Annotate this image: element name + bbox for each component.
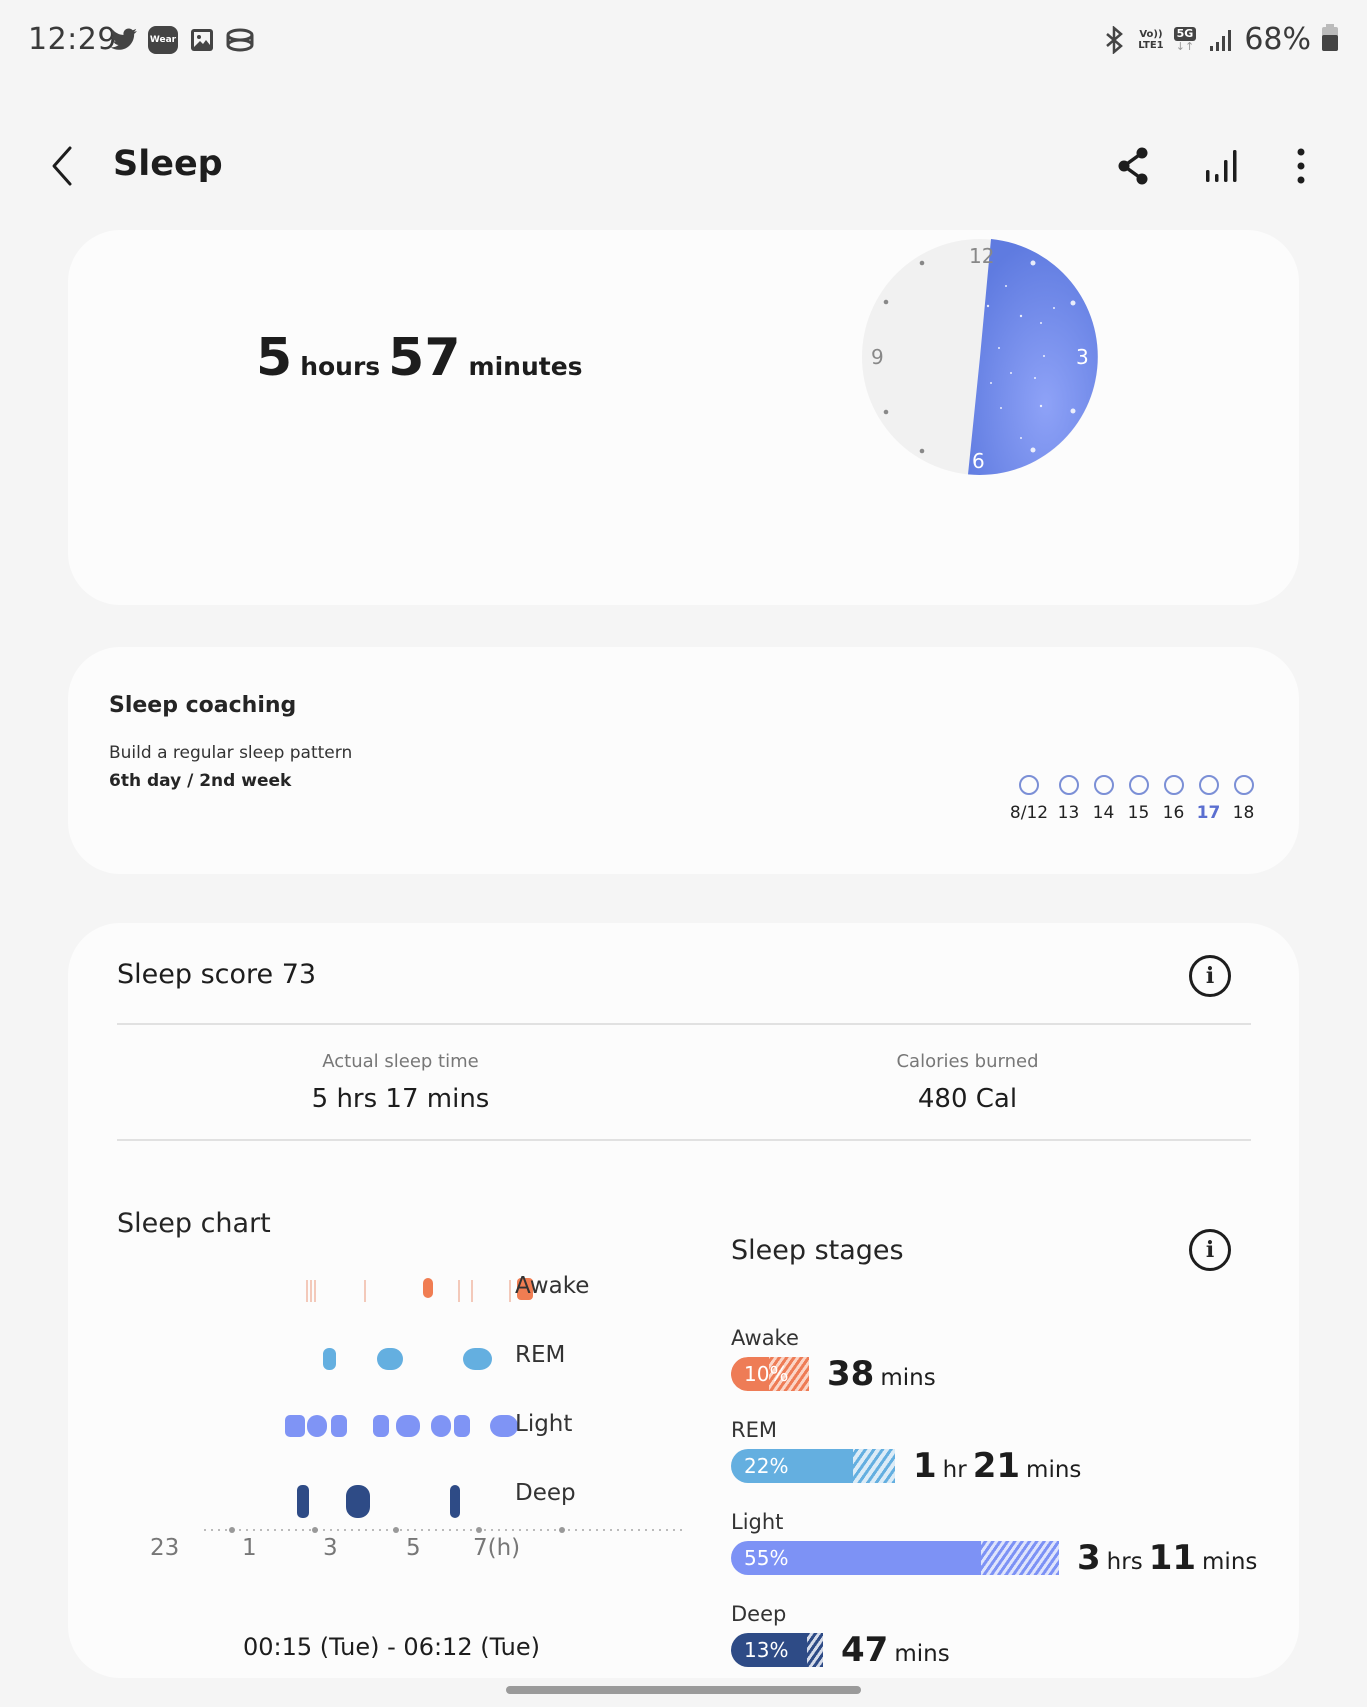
divider xyxy=(117,1139,1251,1141)
stage-bar: 22% xyxy=(731,1449,895,1483)
chart-icon xyxy=(1206,150,1237,182)
coaching-day: 18 xyxy=(1226,775,1261,823)
svg-text:6: 6 xyxy=(972,449,985,473)
system-indicators: Vo)) LTE1 5G ↓↑ 68% xyxy=(1100,22,1339,57)
page-title: Sleep xyxy=(113,144,223,184)
stage-row-light: Light 55% 3 hrs 11 mins xyxy=(731,1510,1258,1578)
stage-row-rem: REM 22% 1 hr 21 mins xyxy=(731,1418,1082,1486)
bluetooth-icon xyxy=(1100,25,1128,54)
stage-duration: 1 hr 21 mins xyxy=(913,1446,1082,1486)
x-tick: 3 xyxy=(323,1535,338,1561)
svg-text:12: 12 xyxy=(969,244,994,268)
notification-icons: Wear xyxy=(110,26,254,54)
stage-bar: 13% xyxy=(731,1633,823,1667)
stage-row-awake: Awake 10% 38 mins xyxy=(731,1326,936,1394)
svg-text:3: 3 xyxy=(1076,345,1089,369)
share-icon xyxy=(1118,147,1148,185)
back-button[interactable] xyxy=(44,144,84,188)
stage-label-rem: REM xyxy=(515,1342,566,1368)
home-indicator[interactable] xyxy=(506,1686,861,1694)
calories-metric: Calories burned 480 Cal xyxy=(896,1051,1039,1114)
coaching-day: 14 xyxy=(1086,775,1121,823)
app-bar: Sleep xyxy=(0,130,1367,202)
svg-text:9: 9 xyxy=(871,345,884,369)
sleep-coaching-card[interactable]: Sleep coaching Build a regular sleep pat… xyxy=(68,647,1299,874)
sleep-score-card: Sleep score 73 i Actual sleep time 5 hrs… xyxy=(68,923,1299,1678)
stages-info-button[interactable]: i xyxy=(1189,1229,1231,1271)
coaching-day: 15 xyxy=(1121,775,1156,823)
wear-icon: Wear xyxy=(148,26,178,54)
sleep-chart-title: Sleep chart xyxy=(117,1208,271,1239)
coaching-title: Sleep coaching xyxy=(109,693,297,718)
coaching-progress: 6th day / 2nd week xyxy=(109,771,292,791)
actual-sleep-metric: Actual sleep time 5 hrs 17 mins xyxy=(311,1051,490,1114)
stage-duration: 47 mins xyxy=(841,1630,950,1670)
info-icon: i xyxy=(1205,1237,1215,1263)
stage-label-light: Light xyxy=(515,1411,573,1437)
battery-icon xyxy=(1321,23,1339,56)
stage-duration: 38 mins xyxy=(827,1354,936,1394)
sleep-stages-title: Sleep stages xyxy=(731,1235,904,1266)
share-button[interactable] xyxy=(1110,142,1158,190)
coaching-day: 8/12 xyxy=(1007,775,1051,823)
x-tick: 7(h) xyxy=(473,1535,521,1561)
coaching-day-today: 17 xyxy=(1191,775,1226,823)
more-icon xyxy=(1297,148,1305,184)
signal-icon xyxy=(1206,26,1234,54)
x-tick: 1 xyxy=(242,1535,257,1561)
sleep-score: Sleep score 73 xyxy=(117,959,317,990)
chevron-left-icon xyxy=(52,146,72,186)
5g-icon: 5G ↓↑ xyxy=(1173,26,1197,53)
status-time: 12:29 xyxy=(28,22,117,57)
status-bar: 12:29 Wear Vo)) LTE1 5G ↓↑ 68% xyxy=(0,0,1367,84)
coaching-subtitle: Build a regular sleep pattern xyxy=(109,743,353,763)
volte-icon: Vo)) LTE1 xyxy=(1138,28,1164,51)
score-info-button[interactable]: i xyxy=(1189,955,1231,997)
more-options-button[interactable] xyxy=(1277,142,1325,190)
coaching-day: 13 xyxy=(1051,775,1086,823)
trends-button[interactable] xyxy=(1197,142,1245,190)
sleep-hypnogram xyxy=(204,1278,683,1533)
stage-row-deep: Deep 13% 47 mins xyxy=(731,1602,950,1670)
x-tick: 5 xyxy=(406,1535,421,1561)
info-icon: i xyxy=(1205,963,1215,989)
stage-bar: 10% xyxy=(731,1357,809,1391)
sleep-time-range: 00:15 (Tue) - 06:12 (Tue) xyxy=(243,1633,540,1661)
sleep-duration: 5 hours 57 minutes xyxy=(256,328,583,388)
sync-app-icon xyxy=(226,26,254,54)
stage-label-deep: Deep xyxy=(515,1480,576,1506)
x-tick: 23 xyxy=(150,1535,180,1561)
gallery-icon xyxy=(188,26,216,54)
twitter-icon xyxy=(110,26,138,54)
stage-label-awake: Awake xyxy=(515,1273,590,1299)
coaching-days: 8/12 13 14 15 16 17 18 xyxy=(1007,775,1261,823)
divider xyxy=(117,1023,1251,1025)
sleep-clock: 12 3 6 9 xyxy=(862,239,1098,475)
stage-duration: 3 hrs 11 mins xyxy=(1077,1538,1258,1578)
stage-bar: 55% xyxy=(731,1541,1059,1575)
coaching-day: 16 xyxy=(1156,775,1191,823)
battery-percentage: 68% xyxy=(1244,22,1311,57)
sleep-summary-card[interactable]: 5 hours 57 minutes 12 3 6 9 xyxy=(68,230,1299,605)
